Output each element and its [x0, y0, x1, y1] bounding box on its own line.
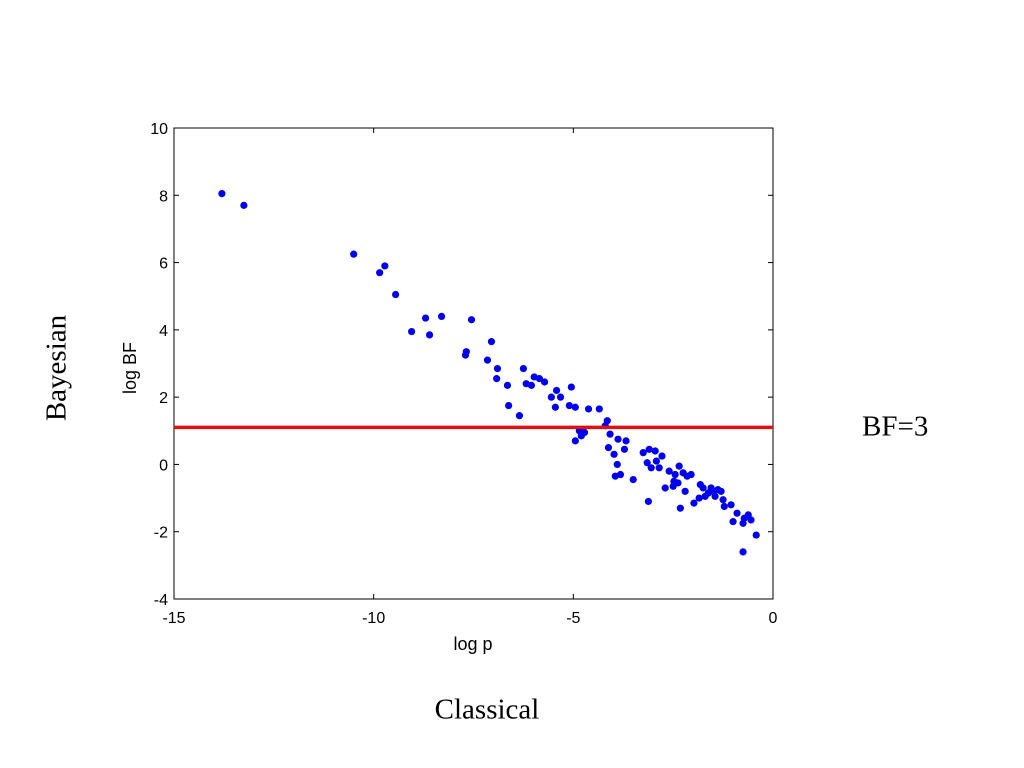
data-point [376, 269, 384, 277]
data-point [655, 464, 663, 472]
x-tick-label: -15 [162, 610, 185, 627]
data-point [739, 548, 747, 556]
data-point [645, 445, 653, 453]
data-point [547, 393, 555, 401]
y-tick-label: 0 [159, 457, 168, 474]
data-point [729, 518, 737, 526]
data-point [381, 262, 389, 270]
data-point [720, 502, 728, 511]
y-tick-label: -4 [154, 592, 168, 609]
data-point [643, 459, 651, 467]
data-point [551, 403, 559, 411]
data-point [218, 190, 226, 198]
data-point [652, 457, 660, 465]
data-point [647, 464, 655, 472]
data-point [535, 375, 543, 383]
data-point [727, 501, 735, 509]
data-point [752, 531, 760, 539]
data-point [676, 504, 684, 512]
data-point [690, 499, 698, 507]
data-point [711, 492, 719, 500]
data-point [467, 316, 476, 324]
data-point [540, 378, 549, 386]
y-tick-label: 8 [159, 188, 168, 205]
data-point [747, 516, 755, 524]
data-point [580, 428, 589, 437]
data-point [639, 449, 647, 457]
data-point [552, 386, 561, 395]
data-point [571, 403, 579, 411]
data-point [584, 405, 593, 413]
data-point [519, 364, 528, 373]
data-point [483, 356, 492, 364]
data-point [661, 484, 669, 492]
data-point [644, 497, 653, 506]
y-tick-label: -2 [154, 525, 168, 542]
data-point [717, 487, 725, 495]
data-point [556, 393, 565, 401]
y-tick-label: 2 [159, 390, 168, 407]
data-point [421, 314, 430, 322]
y-tick-label: 6 [159, 256, 168, 273]
data-point [614, 435, 622, 443]
data-point [350, 250, 358, 258]
data-point [493, 364, 502, 373]
x-axis-label: log p [453, 634, 492, 654]
data-point [392, 290, 400, 299]
bayesian-label: Bayesian [40, 314, 73, 422]
data-point [487, 338, 496, 346]
data-point [622, 437, 630, 445]
data-point [613, 460, 621, 469]
data-point [674, 479, 682, 487]
data-point [675, 462, 683, 470]
threshold-label: BF=3 [862, 410, 929, 443]
data-point [733, 509, 741, 517]
data-point [681, 487, 689, 495]
data-point [620, 445, 629, 453]
x-tick-label: 0 [769, 610, 778, 627]
data-point [699, 484, 707, 492]
data-point [610, 450, 618, 458]
data-point [629, 475, 637, 484]
y-axis-label: log BF [120, 342, 140, 394]
data-point [651, 447, 659, 455]
data-point [462, 348, 470, 356]
y-tick-label: 4 [159, 323, 168, 340]
data-point [437, 312, 446, 320]
data-point [571, 437, 579, 445]
data-point [671, 470, 679, 479]
data-point [695, 494, 703, 502]
data-point [603, 417, 611, 425]
data-points [218, 190, 760, 556]
data-point [565, 401, 573, 410]
x-tick-label: -5 [566, 610, 580, 627]
data-point [604, 444, 613, 452]
data-point [719, 496, 727, 504]
x-tick-label: -10 [362, 610, 385, 627]
plot-area [173, 127, 774, 600]
data-point [567, 383, 575, 391]
data-point [515, 412, 524, 420]
data-point [493, 375, 501, 383]
data-point [408, 327, 416, 336]
data-point [425, 331, 434, 339]
data-point [240, 201, 248, 209]
axis-ticks: -15 -10 -5 0 -4 -2 0 2 4 6 8 10 [150, 121, 777, 627]
data-point [527, 381, 536, 389]
y-tick-label: 10 [150, 121, 168, 138]
data-point [606, 430, 614, 438]
classical-label: Classical [434, 693, 540, 726]
data-point [616, 470, 625, 479]
data-point [595, 405, 603, 413]
data-point [503, 381, 512, 389]
data-point [505, 401, 513, 410]
data-point [658, 452, 666, 460]
data-point [687, 470, 695, 479]
data-point [665, 467, 673, 475]
